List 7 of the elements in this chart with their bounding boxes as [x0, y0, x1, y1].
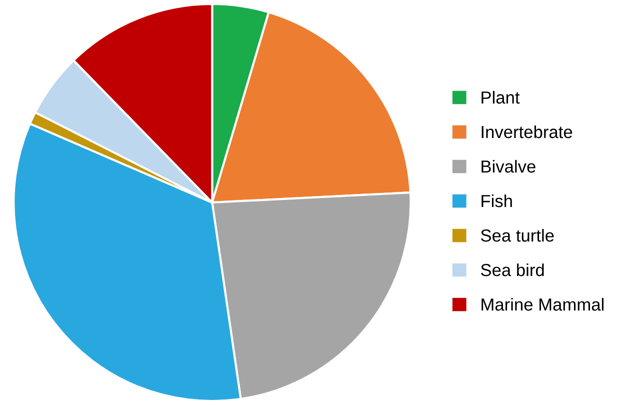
legend-label: Marine Mammal	[482, 298, 604, 311]
legend-label: Bivalve	[482, 160, 536, 173]
legend-label: Plant	[482, 90, 520, 104]
legend-label: Sea bird	[480, 263, 544, 276]
legend-label: Invertebrate	[482, 125, 572, 138]
legend-label: Fish	[482, 194, 512, 208]
legend-label: Sea turtle	[480, 228, 554, 242]
